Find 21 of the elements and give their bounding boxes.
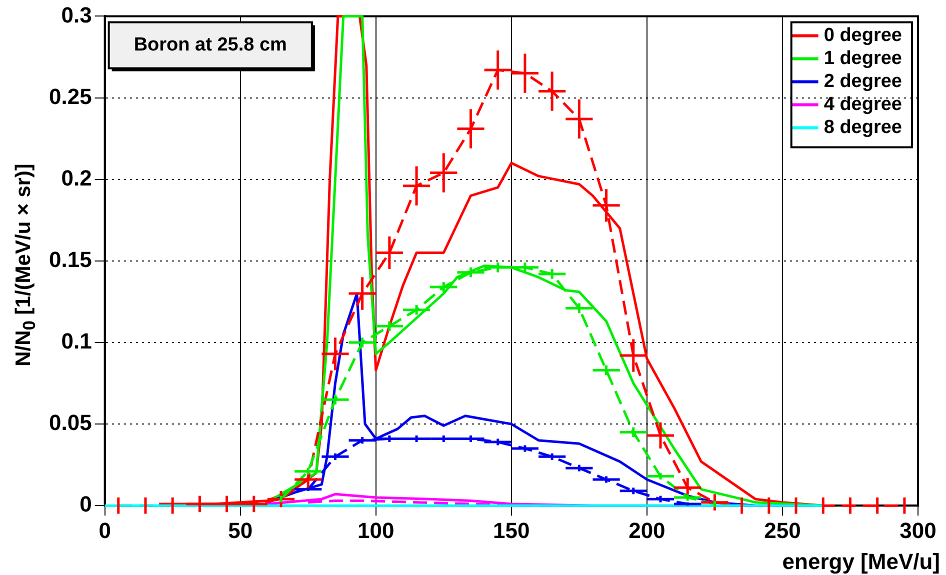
legend-label: 0 degree xyxy=(824,24,902,46)
x-tick-label: 150 xyxy=(493,518,530,543)
x-tick-label: 50 xyxy=(228,518,253,543)
legend-label: 8 degree xyxy=(824,116,902,138)
y-tick-label: 0.2 xyxy=(61,165,92,190)
y-tick-label: 0.3 xyxy=(61,2,92,28)
y-tick-label: 0.15 xyxy=(48,246,92,272)
y-tick-label: 0.1 xyxy=(61,328,92,354)
legend-label: 1 degree xyxy=(824,48,902,69)
x-tick-label: 250 xyxy=(764,518,801,543)
x-tick-label: 300 xyxy=(900,518,936,543)
x-tick-label: 200 xyxy=(628,518,666,543)
legend-label: 4 degree xyxy=(824,94,902,115)
x-tick-label: 0 xyxy=(98,518,111,543)
x-axis-title: energy [MeV/u] xyxy=(782,549,940,575)
x-tick-label: 100 xyxy=(358,518,394,543)
annotation: Boron at 25.8 cm xyxy=(134,34,287,56)
y-tick-label: 0.25 xyxy=(48,84,92,109)
y-tick-label: 0.05 xyxy=(48,410,92,436)
legend-label: 2 degree xyxy=(824,70,902,92)
y-tick-label: 0 xyxy=(80,492,92,517)
